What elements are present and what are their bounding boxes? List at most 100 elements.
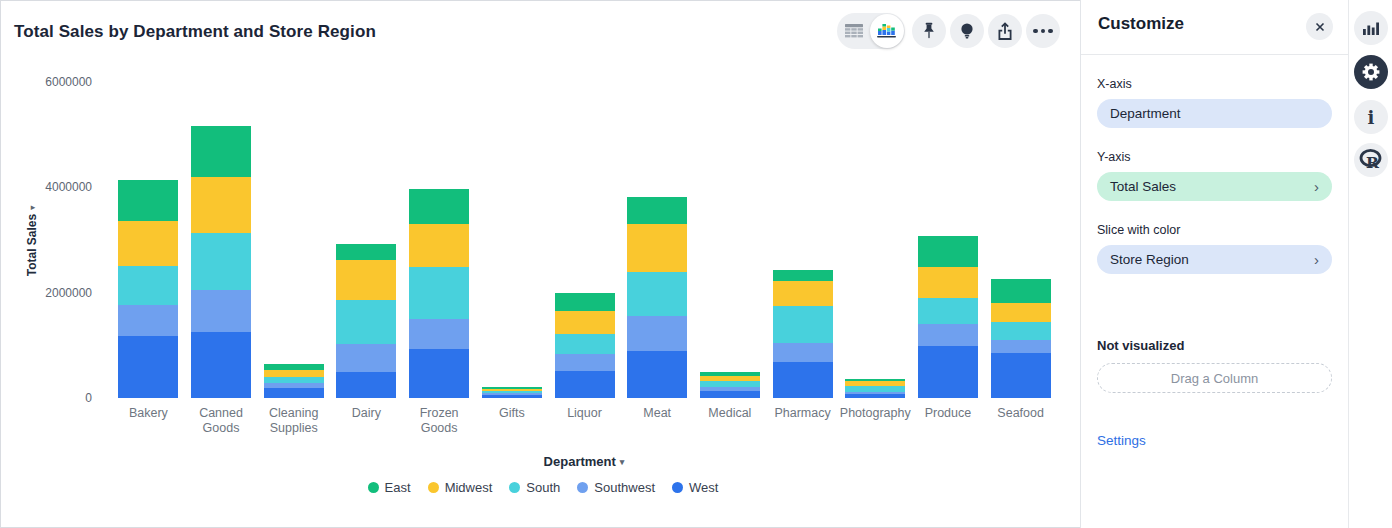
bar-segment-southwest-dairy[interactable]: [336, 344, 396, 372]
bar-segment-west-dairy[interactable]: [336, 372, 396, 398]
bar-segment-south-photography[interactable]: [845, 386, 905, 391]
bar-segment-midwest-frozen-goods[interactable]: [409, 224, 469, 267]
bar-segment-south-dairy[interactable]: [336, 300, 396, 344]
bar-segment-east-medical[interactable]: [700, 372, 760, 375]
x-axis-title[interactable]: Department▾: [444, 454, 724, 469]
y-axis-field-value[interactable]: Total Sales›: [1097, 172, 1332, 201]
bar-segment-midwest-pharmacy[interactable]: [773, 281, 833, 306]
bar-segment-east-pharmacy[interactable]: [773, 270, 833, 281]
bar-segment-east-liquor[interactable]: [555, 293, 615, 312]
bar-segment-west-bakery[interactable]: [118, 336, 178, 398]
bar-segment-southwest-liquor[interactable]: [555, 354, 615, 371]
y-tick-label: 0: [12, 391, 92, 405]
legend-item-southwest[interactable]: Southwest: [577, 480, 655, 495]
bar-segment-south-canned-goods[interactable]: [191, 233, 251, 290]
more-button[interactable]: [1026, 14, 1060, 48]
chart-view-button[interactable]: [870, 14, 904, 48]
x-axis-field-value[interactable]: Department: [1097, 99, 1332, 128]
bar-segment-south-medical[interactable]: [700, 381, 760, 387]
chevron-right-icon: ›: [1314, 179, 1319, 194]
bar-segment-midwest-liquor[interactable]: [555, 311, 615, 334]
bar-segment-midwest-dairy[interactable]: [336, 260, 396, 301]
bar-segment-south-bakery[interactable]: [118, 266, 178, 306]
bar-segment-west-pharmacy[interactable]: [773, 362, 833, 398]
bar-segment-southwest-cleaning-supplies[interactable]: [264, 383, 324, 388]
bar-segment-west-liquor[interactable]: [555, 371, 615, 398]
bar-segment-midwest-seafood[interactable]: [991, 303, 1051, 323]
bar-segment-southwest-gifts[interactable]: [482, 393, 542, 395]
rail-info-button[interactable]: i: [1354, 100, 1388, 134]
bar-segment-south-frozen-goods[interactable]: [409, 267, 469, 319]
legend-item-midwest[interactable]: Midwest: [428, 480, 493, 495]
bar-segment-midwest-bakery[interactable]: [118, 221, 178, 266]
bar-segment-southwest-seafood[interactable]: [991, 340, 1051, 353]
bar-segment-east-seafood[interactable]: [991, 279, 1051, 303]
bar-segment-southwest-canned-goods[interactable]: [191, 290, 251, 332]
drag-a-column-dropzone[interactable]: Drag a Column: [1097, 363, 1332, 393]
x-category-label: Pharmacy: [765, 406, 841, 421]
bar-segment-southwest-medical[interactable]: [700, 387, 760, 391]
info-icon: i: [1368, 107, 1375, 128]
pin-button[interactable]: [912, 14, 946, 48]
bar-segment-south-gifts[interactable]: [482, 391, 542, 393]
bar-segment-southwest-frozen-goods[interactable]: [409, 319, 469, 349]
bar-segment-south-produce[interactable]: [918, 298, 978, 324]
bar-segment-midwest-medical[interactable]: [700, 376, 760, 382]
bar-segment-southwest-produce[interactable]: [918, 324, 978, 346]
y-tick-label: 4000000: [12, 180, 92, 194]
table-view-button[interactable]: [837, 24, 871, 39]
bar-segment-south-liquor[interactable]: [555, 334, 615, 354]
bar-segment-midwest-gifts[interactable]: [482, 389, 542, 391]
bar-segment-south-meat[interactable]: [627, 272, 687, 316]
bar-segment-east-photography[interactable]: [845, 379, 905, 381]
rail-chart-button[interactable]: [1354, 11, 1388, 45]
bar-segment-south-cleaning-supplies[interactable]: [264, 377, 324, 383]
close-button[interactable]: [1306, 13, 1333, 40]
bar-segment-east-frozen-goods[interactable]: [409, 189, 469, 225]
y-axis-title[interactable]: Total Sales▾: [25, 181, 39, 301]
rail-r-button[interactable]: R: [1354, 143, 1388, 177]
bar-segment-east-produce[interactable]: [918, 236, 978, 267]
bar-segment-midwest-produce[interactable]: [918, 267, 978, 298]
slice-field-value[interactable]: Store Region›: [1097, 245, 1332, 274]
bar-segment-east-gifts[interactable]: [482, 387, 542, 389]
bar-segment-west-canned-goods[interactable]: [191, 332, 251, 398]
bar-segment-west-meat[interactable]: [627, 351, 687, 398]
insights-button[interactable]: [950, 14, 984, 48]
export-button[interactable]: [988, 14, 1022, 48]
bar-segment-southwest-meat[interactable]: [627, 316, 687, 351]
bar-segment-east-meat[interactable]: [627, 197, 687, 224]
bar-segment-east-canned-goods[interactable]: [191, 126, 251, 177]
bar-segment-midwest-meat[interactable]: [627, 224, 687, 272]
bar-segment-west-photography[interactable]: [845, 394, 905, 398]
chart-toolbar: [837, 13, 1060, 49]
pin-icon: [919, 21, 939, 41]
bar-segment-west-produce[interactable]: [918, 346, 978, 398]
table-icon: [845, 24, 863, 39]
legend-item-south[interactable]: South: [509, 480, 560, 495]
legend-item-west[interactable]: West: [672, 480, 718, 495]
bar-segment-midwest-canned-goods[interactable]: [191, 177, 251, 233]
bar-segment-south-seafood[interactable]: [991, 322, 1051, 340]
bar-segment-south-pharmacy[interactable]: [773, 306, 833, 342]
bar-segment-east-bakery[interactable]: [118, 180, 178, 221]
bar-segment-west-medical[interactable]: [700, 391, 760, 398]
bar-segment-southwest-photography[interactable]: [845, 392, 905, 394]
bar-segment-east-dairy[interactable]: [336, 244, 396, 259]
bar-segment-west-gifts[interactable]: [482, 395, 542, 398]
app-window: Total Sales by Department and Store Regi…: [0, 0, 1392, 528]
bar-segment-west-seafood[interactable]: [991, 353, 1051, 398]
bar-segment-southwest-pharmacy[interactable]: [773, 343, 833, 362]
ellipsis-icon: [1033, 29, 1053, 34]
legend-item-east[interactable]: East: [368, 480, 411, 495]
bar-segment-east-cleaning-supplies[interactable]: [264, 364, 324, 370]
bar-segment-west-cleaning-supplies[interactable]: [264, 388, 324, 398]
rail-settings-button[interactable]: [1354, 55, 1388, 89]
bar-segment-midwest-cleaning-supplies[interactable]: [264, 370, 324, 377]
bar-segment-midwest-photography[interactable]: [845, 381, 905, 386]
settings-link[interactable]: Settings: [1097, 433, 1332, 448]
bar-segment-southwest-bakery[interactable]: [118, 305, 178, 336]
side-rail: i R: [1348, 0, 1392, 528]
x-axis-field-label: X-axis: [1097, 77, 1332, 91]
bar-segment-west-frozen-goods[interactable]: [409, 349, 469, 398]
